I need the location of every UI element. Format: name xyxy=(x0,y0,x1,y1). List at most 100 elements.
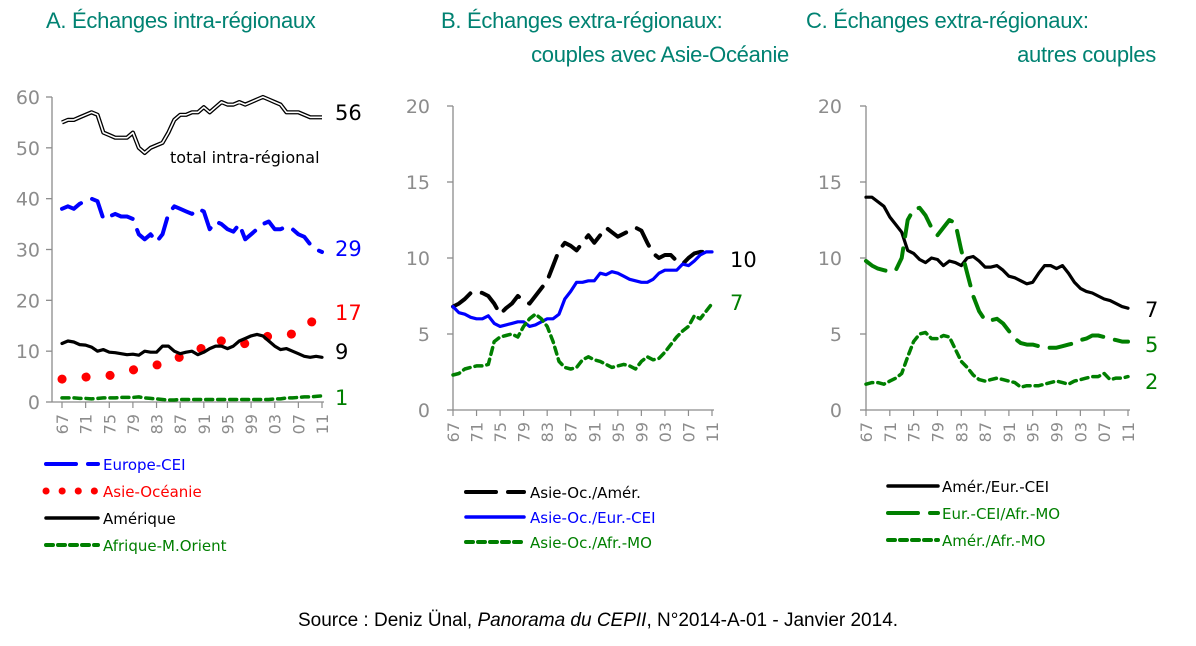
x-tick-label: 67 xyxy=(444,422,463,442)
x-tick-label: 67 xyxy=(53,414,72,434)
x-tick-label: 79 xyxy=(928,422,947,442)
x-tick-label: 03 xyxy=(1071,422,1090,442)
x-tick-label: 71 xyxy=(881,422,900,442)
legend-label: Asie-Océanie xyxy=(103,483,202,501)
x-tick-label: 95 xyxy=(1024,422,1043,442)
legend-label: Asie-Oc./Amér. xyxy=(530,484,641,502)
series-line xyxy=(864,330,1130,389)
y-tick-label: 30 xyxy=(16,240,40,262)
x-tick-label: 83 xyxy=(952,422,971,442)
x-tick-label: 91 xyxy=(585,422,604,442)
legend-label: Europe-CEI xyxy=(103,456,186,474)
x-tick-label: 91 xyxy=(195,414,214,434)
x-tick-label: 91 xyxy=(1000,422,1019,442)
panel-c-title: C. Échanges extra-régionaux: autres coup… xyxy=(806,8,1156,68)
annotation-label: total intra-régional xyxy=(170,148,320,167)
y-tick-label: 0 xyxy=(418,400,430,422)
series-end-label: 7 xyxy=(1145,298,1158,322)
x-tick-label: 71 xyxy=(77,414,96,434)
legend-label: Amér./Afr.-MO xyxy=(942,532,1045,550)
x-tick-label: 75 xyxy=(491,422,510,442)
x-tick-label: 07 xyxy=(289,414,308,434)
series-end-label: 5 xyxy=(1145,333,1158,357)
panel-b-title: B. Échanges extra-régionaux: couples ave… xyxy=(441,8,789,68)
x-tick-label: 07 xyxy=(679,422,698,442)
x-tick-label: 71 xyxy=(468,422,487,442)
x-tick-label: 99 xyxy=(1048,422,1067,442)
panel-a-title-line-1: A. Échanges intra-régionaux xyxy=(46,8,316,33)
x-tick-label: 87 xyxy=(562,422,581,442)
series-line xyxy=(451,225,714,317)
y-tick-label: 10 xyxy=(16,341,40,363)
legend-label: Asie-Oc./Afr.-MO xyxy=(530,534,652,552)
x-tick-label: 11 xyxy=(313,414,332,434)
series-line xyxy=(864,205,1130,350)
series-line xyxy=(451,301,714,377)
series-line xyxy=(864,195,1130,310)
x-tick-label: 11 xyxy=(703,422,722,442)
source-note: Source : Deniz Ünal, Panorama du CEPII, … xyxy=(0,610,1196,632)
x-tick-label: 99 xyxy=(242,414,261,434)
x-tick-label: 87 xyxy=(976,422,995,442)
y-tick-label: 40 xyxy=(16,189,40,211)
x-tick-label: 79 xyxy=(124,414,143,434)
series-line xyxy=(451,250,714,328)
x-tick-label: 75 xyxy=(100,414,119,434)
y-tick-label: 50 xyxy=(16,138,40,160)
x-tick-label: 95 xyxy=(609,422,628,442)
series-line xyxy=(60,196,324,254)
x-tick-label: 11 xyxy=(1119,422,1138,442)
y-tick-label: 5 xyxy=(418,324,430,346)
panel-c-title-line-2: autres couples xyxy=(1017,42,1156,67)
series-line xyxy=(60,332,324,359)
y-tick-label: 60 xyxy=(16,87,40,109)
x-tick-label: 75 xyxy=(905,422,924,442)
series-end-label: 29 xyxy=(335,237,362,261)
x-tick-label: 95 xyxy=(218,414,237,434)
panel-b-chart: 0 5 10 15 20 67 71 75 79 83 87 91 95 99 03 07 11 10 7 Asie-… xyxy=(406,96,757,552)
source-suffix: , N°2014-A-01 - Janvier 2014. xyxy=(646,610,899,631)
x-tick-label: 79 xyxy=(515,422,534,442)
panel-b-title-line-2: couples avec Asie-Océanie xyxy=(531,42,789,67)
y-tick-label: 0 xyxy=(28,392,40,414)
source-publication: Panorama du CEPII xyxy=(477,610,647,631)
y-tick-label: 0 xyxy=(830,400,842,422)
y-tick-label: 15 xyxy=(818,172,842,194)
panel-c-title-line-1: C. Échanges extra-régionaux: xyxy=(806,8,1089,33)
y-tick-label: 20 xyxy=(16,290,40,312)
x-tick-label: 07 xyxy=(1095,422,1114,442)
legend-label: Eur.-CEI/Afr.-MO xyxy=(942,505,1060,523)
panel-a-title: A. Échanges intra-régionaux xyxy=(46,8,316,34)
source-prefix: Source : Deniz Ünal, xyxy=(297,610,478,631)
x-tick-label: 83 xyxy=(148,414,167,434)
x-tick-label: 83 xyxy=(538,422,557,442)
x-tick-label: 03 xyxy=(656,422,675,442)
x-tick-label: 03 xyxy=(266,414,285,434)
y-tick-label: 20 xyxy=(406,96,430,118)
series-end-label: 17 xyxy=(335,301,362,325)
y-tick-label: 20 xyxy=(818,96,842,118)
series-end-label: 7 xyxy=(730,291,743,315)
series-end-label: 56 xyxy=(335,101,362,125)
y-tick-label: 10 xyxy=(406,248,430,270)
y-tick-label: 5 xyxy=(830,324,842,346)
legend-label: Afrique-M.Orient xyxy=(103,537,227,555)
series-line xyxy=(60,394,324,402)
series-end-label: 2 xyxy=(1145,370,1158,394)
panel-b-title-line-1: B. Échanges extra-régionaux: xyxy=(441,8,723,33)
series-line-inner xyxy=(61,96,322,154)
legend-label: Amérique xyxy=(103,510,176,528)
x-tick-label: 87 xyxy=(171,414,190,434)
series-end-label: 10 xyxy=(730,248,757,272)
series-end-label: 9 xyxy=(335,340,348,364)
series-end-label: 1 xyxy=(335,386,348,410)
y-tick-label: 10 xyxy=(818,248,842,270)
y-tick-label: 15 xyxy=(406,172,430,194)
x-tick-label: 67 xyxy=(857,422,876,442)
legend-label: Asie-Oc./Eur.-CEI xyxy=(530,509,656,527)
legend-label: Amér./Eur.-CEI xyxy=(942,478,1049,496)
x-tick-label: 99 xyxy=(632,422,651,442)
